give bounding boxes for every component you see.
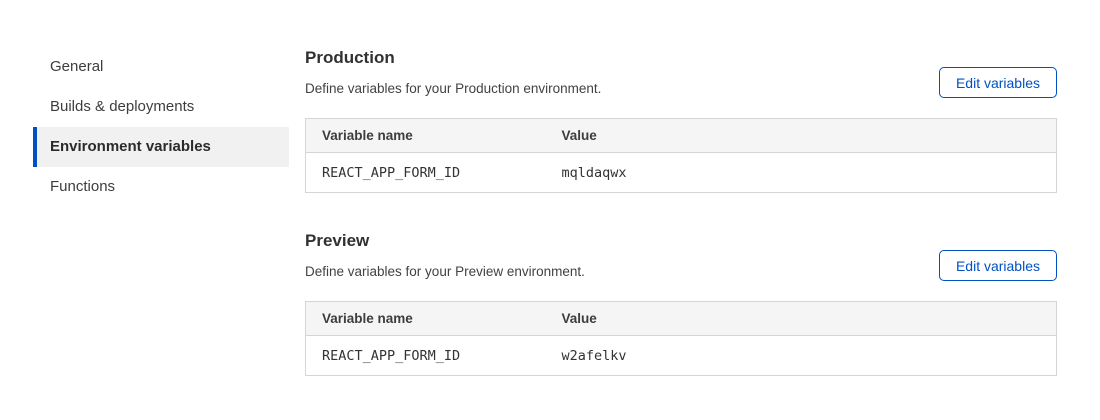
preview-section: Preview Define variables for your Previe… <box>305 231 1057 376</box>
value-column-header: Value <box>545 118 1057 153</box>
production-section: Production Define variables for your Pro… <box>305 48 1057 193</box>
variable-name-cell: REACT_APP_FORM_ID <box>305 152 546 193</box>
preview-table-header-row: Variable name Value <box>305 301 1057 336</box>
preview-variables-table: Variable name Value REACT_APP_FORM_ID w2… <box>305 301 1057 376</box>
table-row: REACT_APP_FORM_ID w2afelkv <box>305 335 1057 376</box>
table-row: REACT_APP_FORM_ID mqldaqwx <box>305 152 1057 193</box>
production-section-title: Production <box>305 48 395 67</box>
variable-name-cell: REACT_APP_FORM_ID <box>305 335 546 376</box>
variable-value-cell: mqldaqwx <box>545 152 1057 193</box>
production-edit-variables-button[interactable]: Edit variables <box>938 67 1057 98</box>
sidebar-item-functions[interactable]: Functions <box>50 178 116 195</box>
production-table-header-row: Variable name Value <box>305 118 1057 153</box>
sidebar-item-builds-deployments[interactable]: Builds & deployments <box>50 98 195 115</box>
preview-section-description: Define variables for your Preview enviro… <box>305 264 585 279</box>
settings-sidebar: General Builds & deployments Environment… <box>33 47 289 207</box>
sidebar-item-environment-variables[interactable]: Environment variables <box>33 127 289 167</box>
sidebar-item-general[interactable]: General <box>50 58 104 75</box>
value-column-header: Value <box>545 301 1057 336</box>
preview-section-title: Preview <box>305 231 370 250</box>
preview-header-text: Preview Define variables for your Previe… <box>305 231 585 281</box>
preview-section-header: Preview Define variables for your Previe… <box>305 231 1057 281</box>
settings-main-content: Production Define variables for your Pro… <box>305 48 1057 376</box>
production-header-text: Production Define variables for your Pro… <box>305 48 601 98</box>
variable-name-column-header: Variable name <box>305 301 546 336</box>
preview-edit-variables-button[interactable]: Edit variables <box>938 250 1057 281</box>
production-section-header: Production Define variables for your Pro… <box>305 48 1057 98</box>
variable-value-cell: w2afelkv <box>545 335 1057 376</box>
production-section-description: Define variables for your Production env… <box>305 81 602 96</box>
production-variables-table: Variable name Value REACT_APP_FORM_ID mq… <box>305 118 1057 193</box>
variable-name-column-header: Variable name <box>305 118 546 153</box>
